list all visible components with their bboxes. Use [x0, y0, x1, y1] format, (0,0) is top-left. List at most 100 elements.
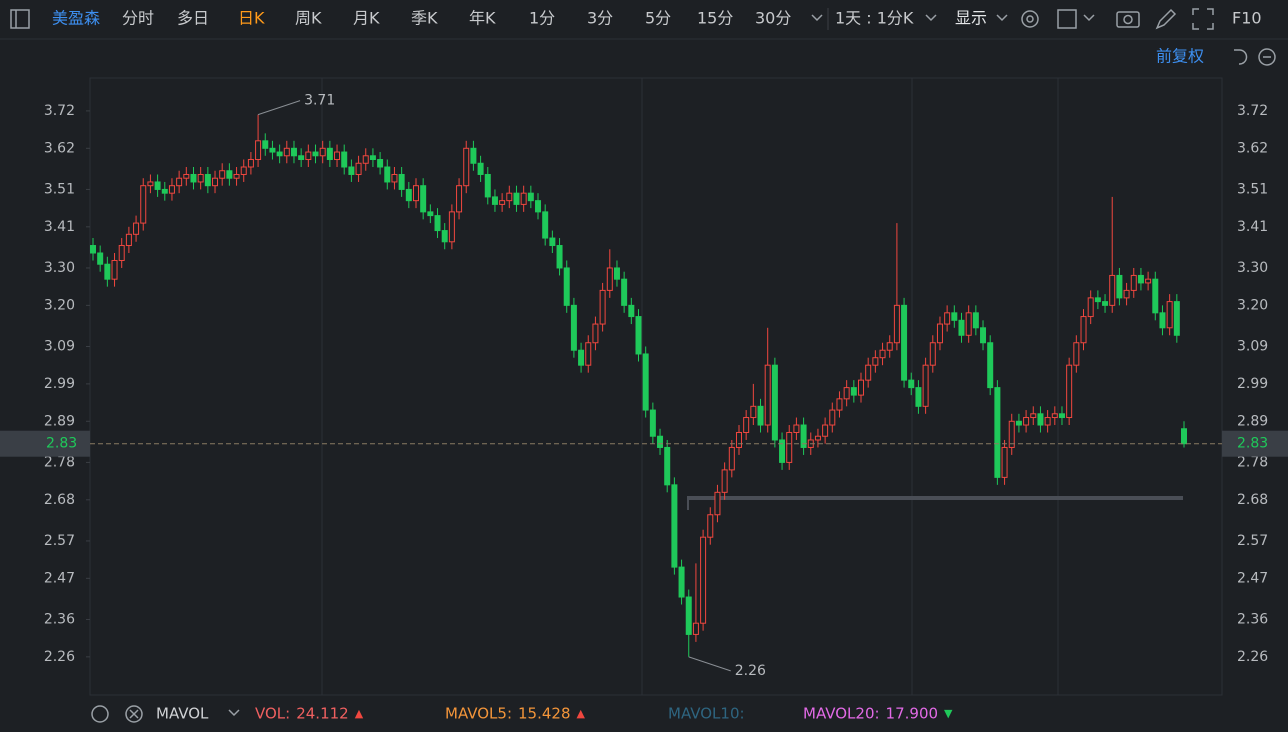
candle-body — [269, 147, 276, 153]
draw-icon[interactable] — [1155, 8, 1177, 30]
candle-body — [563, 267, 570, 306]
candle-body — [635, 316, 642, 355]
candle-body — [1001, 446, 1008, 478]
candle-body — [1094, 297, 1101, 303]
candle-body — [133, 222, 140, 235]
candle-body — [377, 159, 384, 168]
candle-body — [1066, 364, 1073, 419]
period-tab[interactable]: 分时 — [122, 9, 154, 28]
display-arrow — [996, 14, 1008, 22]
candle-body — [1152, 278, 1159, 314]
candle-body — [901, 304, 908, 381]
candle-body — [743, 417, 750, 433]
period-tab[interactable]: 周K — [295, 9, 322, 28]
candle-body — [348, 166, 355, 175]
fullscreen-icon[interactable] — [1192, 8, 1214, 30]
plot: 3.72 3.72 3.62 3.62 3.51 3.51 3.41 3.41 3.30 3.30… — [0, 93, 1288, 679]
candle-body — [549, 237, 556, 247]
candle-body — [290, 147, 297, 157]
candle-body — [915, 387, 922, 407]
candle-body — [1137, 274, 1144, 284]
y-tick-label: 3.72 — [44, 103, 75, 119]
y-tick-label: 2.47 — [44, 570, 75, 586]
y-tick-label: 3.62 — [44, 140, 75, 156]
candle-body — [204, 173, 211, 187]
layout-icon[interactable] — [1057, 9, 1077, 29]
period-tab[interactable]: 3分 — [587, 9, 613, 28]
candle-body — [513, 192, 520, 205]
f10-button[interactable]: F10 — [1232, 9, 1262, 28]
candle-body — [477, 162, 484, 175]
candle-body — [958, 319, 965, 336]
candle-body — [412, 185, 419, 202]
candle-body — [398, 173, 405, 190]
indicator-trend: ▲ — [577, 707, 586, 720]
period-tab[interactable]: 30分 — [755, 9, 791, 28]
candle-body — [700, 536, 707, 624]
settings-icon[interactable] — [1021, 10, 1039, 28]
y-tick-label-right: 2.57 — [1237, 533, 1268, 549]
candle-body — [657, 435, 664, 448]
indicator-value: 15.428 — [518, 705, 571, 723]
indicator-close[interactable] — [125, 705, 143, 723]
candle-body — [908, 379, 915, 389]
candle-body — [125, 233, 132, 247]
candle-body — [628, 304, 635, 318]
candle-body — [434, 215, 441, 232]
indicator-name[interactable]: MAVOL — [156, 705, 209, 723]
sidebar-toggle[interactable] — [10, 9, 30, 29]
undo-icon[interactable] — [1234, 49, 1248, 65]
period-tab[interactable]: 多日 — [177, 9, 209, 28]
last-price-label-right: 2.83 — [1237, 436, 1268, 452]
y-tick-label: 2.68 — [44, 492, 75, 508]
screenshot-icon[interactable] — [1116, 11, 1140, 28]
candle-body — [427, 211, 434, 217]
y-tick-label: 3.09 — [44, 338, 75, 354]
period-tab[interactable]: 日K — [238, 9, 265, 28]
candle-body — [90, 245, 96, 254]
period-tab[interactable]: 1分 — [529, 9, 555, 28]
y-tick-label-right: 3.62 — [1237, 140, 1268, 156]
candle-body — [1015, 420, 1022, 426]
adjust-mode[interactable]: 前复权 — [1156, 47, 1204, 66]
candle-body — [872, 357, 879, 366]
y-tick-label-right: 3.20 — [1237, 297, 1268, 313]
stock-name[interactable]: 美盈森 — [52, 9, 100, 28]
candle-body — [154, 181, 161, 190]
candle-body — [535, 200, 542, 213]
indicator-label: MAVOL20: — [803, 705, 880, 723]
period-tab[interactable]: 5分 — [645, 9, 671, 28]
indicator-bar: MAVOL VOL: 24.112 ▲ MAVOL5: 15.428 ▲ MAVOL10: M… — [91, 705, 953, 723]
candle-body — [226, 170, 233, 179]
y-tick-label-right: 2.47 — [1237, 570, 1268, 586]
candle-body — [671, 484, 678, 568]
candle-body — [865, 364, 872, 381]
candle-body — [980, 327, 987, 344]
last-price-box — [0, 430, 90, 457]
candle-body — [621, 278, 628, 306]
y-tick-label: 2.99 — [44, 376, 75, 392]
y-tick-label: 3.20 — [44, 297, 75, 313]
indicator-settings[interactable] — [91, 705, 109, 723]
period-tab[interactable]: 15分 — [697, 9, 733, 28]
period-tab[interactable]: 年K — [469, 9, 496, 28]
zoom-out-icon[interactable] — [1258, 48, 1276, 66]
more-periods[interactable] — [811, 14, 823, 22]
period-tab[interactable]: 月K — [353, 9, 380, 28]
display-menu[interactable]: 显示 — [955, 9, 987, 28]
candle-body — [506, 192, 513, 202]
candle-body — [987, 342, 994, 389]
candle-body — [800, 424, 807, 448]
plot-frame — [89, 77, 1223, 696]
indicator-arrow[interactable] — [228, 709, 240, 717]
candle-body — [678, 566, 685, 598]
candle-body — [707, 514, 714, 538]
candle-body — [994, 387, 1001, 478]
candle-body — [147, 181, 154, 187]
candle-body — [972, 312, 979, 329]
max-pointer — [257, 100, 301, 116]
y-tick-label-right: 3.51 — [1237, 181, 1268, 197]
period-tab[interactable]: 季K — [411, 9, 438, 28]
candle-body — [1087, 297, 1094, 318]
range-select[interactable]: 1天 : 1分K — [835, 9, 914, 28]
